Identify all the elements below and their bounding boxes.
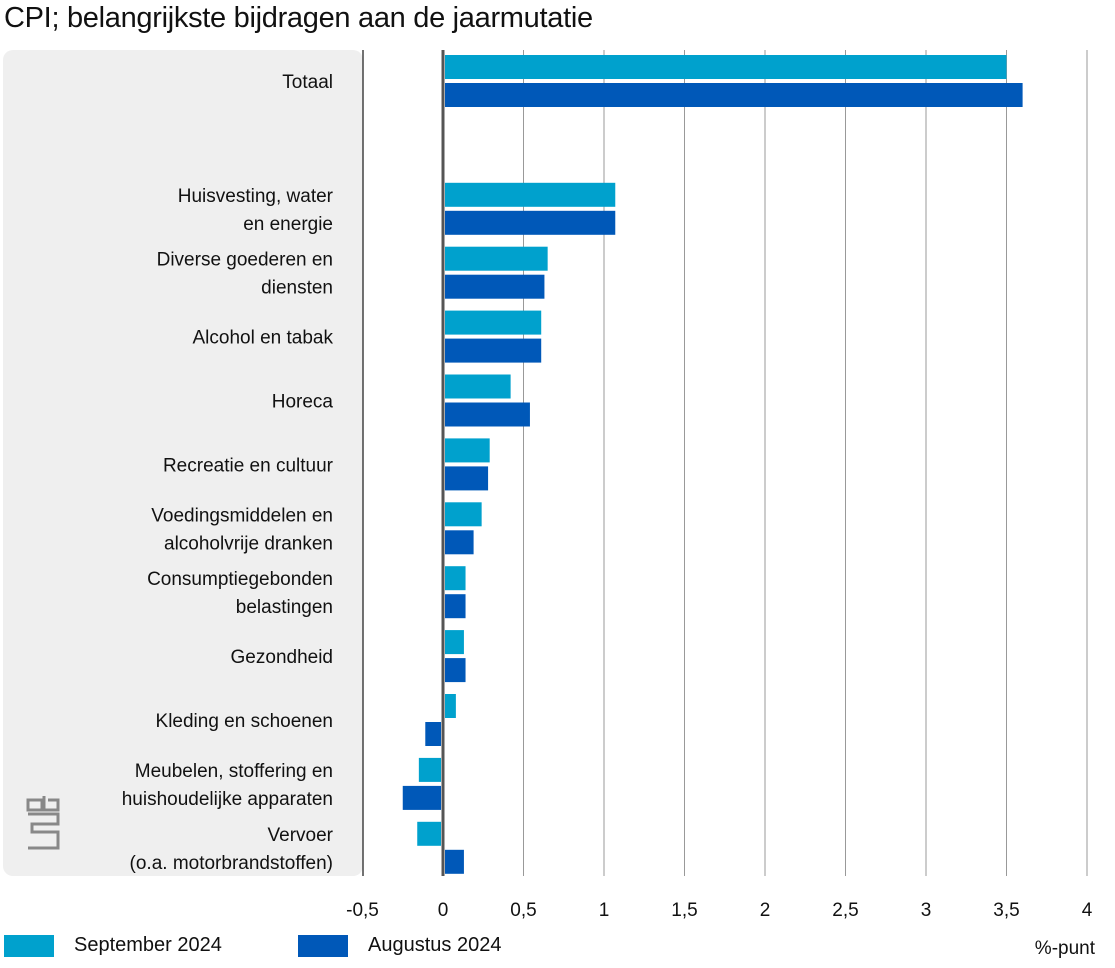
bar [445, 694, 456, 718]
category-label: en energie [243, 214, 333, 235]
category-label: Gezondheid [231, 647, 333, 668]
x-axis-unit: %-punt [1034, 938, 1095, 959]
bar [445, 566, 466, 591]
bar [445, 530, 474, 555]
category-label: Totaal [282, 72, 333, 93]
category-label: Recreatie en cultuur [163, 455, 334, 476]
bar [445, 338, 542, 363]
category-label: Diverse goederen en [157, 250, 333, 271]
x-tick-label: 2 [760, 900, 771, 921]
category-label: (o.a. motorbrandstoffen) [130, 853, 333, 874]
x-tick-label: 3 [921, 900, 932, 921]
bar [445, 502, 482, 527]
category-label: Horeca [272, 392, 334, 413]
category-label: Meubelen, stoffering en [135, 761, 333, 782]
x-tick-label: 3,5 [993, 900, 1019, 921]
bar [445, 374, 511, 399]
cbs-logo [26, 796, 60, 850]
x-tick-label: 0,5 [510, 900, 536, 921]
legend-label: Augustus 2024 [368, 934, 502, 956]
x-tick-label: 1,5 [671, 900, 697, 921]
chart-title: CPI; belangrijkste bijdragen aan de jaar… [4, 2, 593, 34]
bar [445, 210, 616, 235]
bar [418, 757, 441, 782]
category-label: Voedingsmiddelen en [151, 505, 333, 526]
bar [445, 55, 1007, 79]
x-tick-label: 4 [1082, 900, 1093, 921]
bar [445, 83, 1023, 107]
bar [425, 722, 441, 746]
legend-item-september: September 2024 [4, 934, 222, 957]
bar [445, 182, 616, 207]
bar [445, 438, 490, 463]
bar [445, 310, 542, 335]
bar [445, 466, 489, 491]
legend-swatch [4, 934, 54, 957]
x-tick-label: 2,5 [832, 900, 858, 921]
bar [445, 658, 466, 683]
category-label: alcoholvrije dranken [164, 533, 333, 554]
legend-label: September 2024 [74, 934, 222, 956]
category-label: Kleding en schoenen [156, 711, 333, 732]
bar [445, 594, 466, 619]
category-label: Huisvesting, water [178, 186, 334, 207]
bar [417, 821, 441, 846]
bar [445, 630, 464, 655]
bar [445, 849, 464, 874]
category-label: huishoudelijke apparaten [122, 789, 333, 810]
label-panel [3, 50, 363, 876]
x-tick-label: 0 [438, 900, 449, 921]
x-tick-label: 1 [599, 900, 610, 921]
category-label: Consumptiegebonden [147, 569, 333, 590]
category-label: Alcohol en tabak [193, 328, 334, 349]
category-label: Vervoer [268, 825, 334, 846]
bar [402, 785, 441, 810]
x-tick-label: -0,5 [346, 900, 379, 921]
bar [445, 402, 530, 427]
category-label: diensten [261, 278, 333, 299]
bar [445, 274, 545, 299]
category-label: belastingen [236, 597, 333, 618]
bar [445, 246, 548, 271]
legend-item-augustus: Augustus 2024 [298, 934, 501, 957]
legend-swatch [298, 934, 348, 957]
